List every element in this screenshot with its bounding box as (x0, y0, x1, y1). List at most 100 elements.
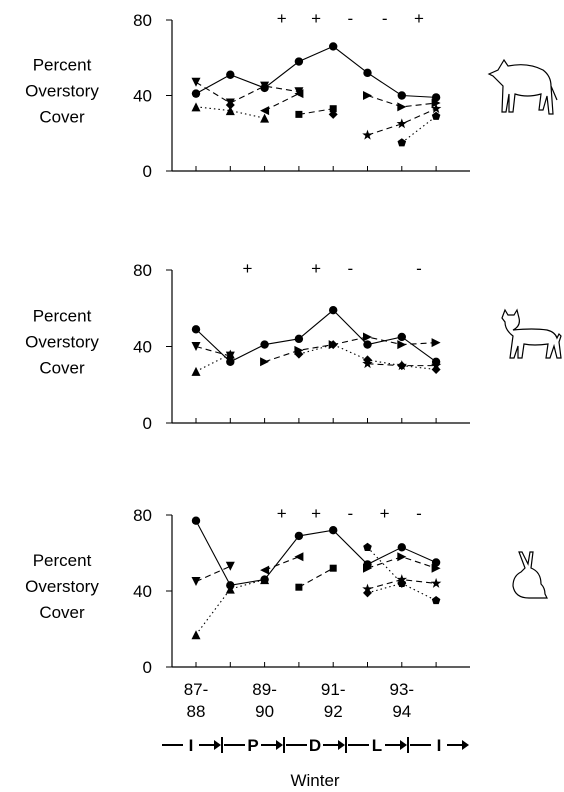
marker (295, 583, 303, 591)
series-line (264, 336, 437, 363)
series-line (264, 556, 300, 571)
marker (226, 70, 235, 79)
marker (363, 563, 372, 573)
series-line (195, 45, 437, 98)
change-sign: + (311, 504, 321, 523)
phase-label: P (247, 736, 258, 755)
change-sign: + (242, 259, 252, 278)
marker (396, 118, 408, 129)
marker (397, 340, 407, 350)
y-tick-label: 80 (133, 11, 152, 30)
change-sign: - (348, 504, 354, 523)
series-line (298, 567, 334, 588)
change-sign: + (277, 504, 287, 523)
marker (431, 338, 441, 348)
marker (430, 577, 442, 588)
series-line (367, 582, 402, 594)
x-tick-label: 91-92 (321, 680, 346, 721)
phase-arrow (276, 740, 283, 750)
series-line (195, 520, 437, 586)
marker (431, 98, 441, 108)
y-tick-label: 0 (143, 658, 152, 677)
change-sign: + (414, 9, 424, 28)
marker (363, 91, 372, 100)
x-tick-label: 93-94 (390, 680, 415, 721)
marker (329, 105, 337, 113)
change-sign: + (277, 9, 287, 28)
y-axis-label: Percent Overstory Cover (25, 551, 99, 622)
x-axis-title: Winter (290, 771, 339, 790)
marker (431, 563, 441, 573)
marker (294, 89, 304, 99)
marker (431, 93, 441, 102)
marker (225, 584, 235, 594)
series-line (401, 115, 437, 144)
marker (191, 630, 201, 640)
marker (363, 68, 372, 78)
marker (191, 102, 201, 112)
marker (260, 106, 270, 116)
marker (397, 91, 406, 100)
marker (294, 552, 304, 562)
marker (191, 89, 201, 98)
marker (260, 113, 270, 123)
marker (397, 578, 407, 588)
marker (328, 340, 338, 350)
marker (362, 129, 373, 140)
series-line (195, 345, 231, 357)
marker (397, 552, 407, 562)
hare-icon (512, 551, 548, 599)
marker (329, 526, 338, 535)
marker (397, 138, 407, 147)
marker (225, 106, 235, 116)
marker (294, 57, 304, 66)
y-tick-label: 0 (143, 414, 152, 433)
marker (329, 564, 337, 572)
marker (396, 360, 408, 371)
marker (362, 358, 373, 369)
change-sign: - (348, 259, 354, 278)
phase-arrow (338, 740, 345, 750)
change-sign: + (311, 259, 321, 278)
series-line (195, 353, 231, 372)
change-sign: - (382, 9, 388, 28)
panel: 0 40 80 Percent Overstory Cover + + - - (25, 259, 470, 433)
change-sign: + (311, 9, 321, 28)
y-axis-label: Percent Overstory Cover (25, 307, 99, 378)
phase-label: I (189, 736, 194, 755)
wolf-icon (487, 58, 558, 115)
marker (294, 349, 304, 359)
marker (431, 596, 441, 605)
marker (294, 531, 304, 541)
x-tick-label: 89-90 (252, 680, 277, 721)
marker (363, 588, 372, 598)
marker (329, 42, 338, 51)
series-line (195, 565, 231, 583)
marker (191, 325, 201, 334)
marker (430, 103, 442, 114)
y-tick-label: 40 (133, 338, 152, 357)
series-line (367, 556, 437, 569)
series-line (195, 81, 299, 104)
marker (260, 575, 270, 585)
series-line (367, 108, 437, 136)
marker (363, 542, 372, 551)
change-sign: - (348, 9, 354, 28)
animal-icons (487, 58, 562, 599)
marker (363, 340, 372, 349)
y-tick-label: 40 (133, 582, 152, 601)
y-axis-label: Percent Overstory Cover (25, 56, 99, 127)
marker (191, 342, 201, 351)
marker (191, 77, 201, 87)
y-tick-label: 0 (143, 162, 152, 181)
marker (430, 360, 442, 371)
marker (363, 332, 372, 342)
panel: 0 40 80 Percent Overstory Cover + + - - + (25, 9, 470, 181)
phase-label: I (437, 736, 442, 755)
series-line (195, 579, 265, 636)
phase-arrow (214, 740, 221, 750)
marker (191, 577, 201, 586)
marker (225, 561, 235, 571)
